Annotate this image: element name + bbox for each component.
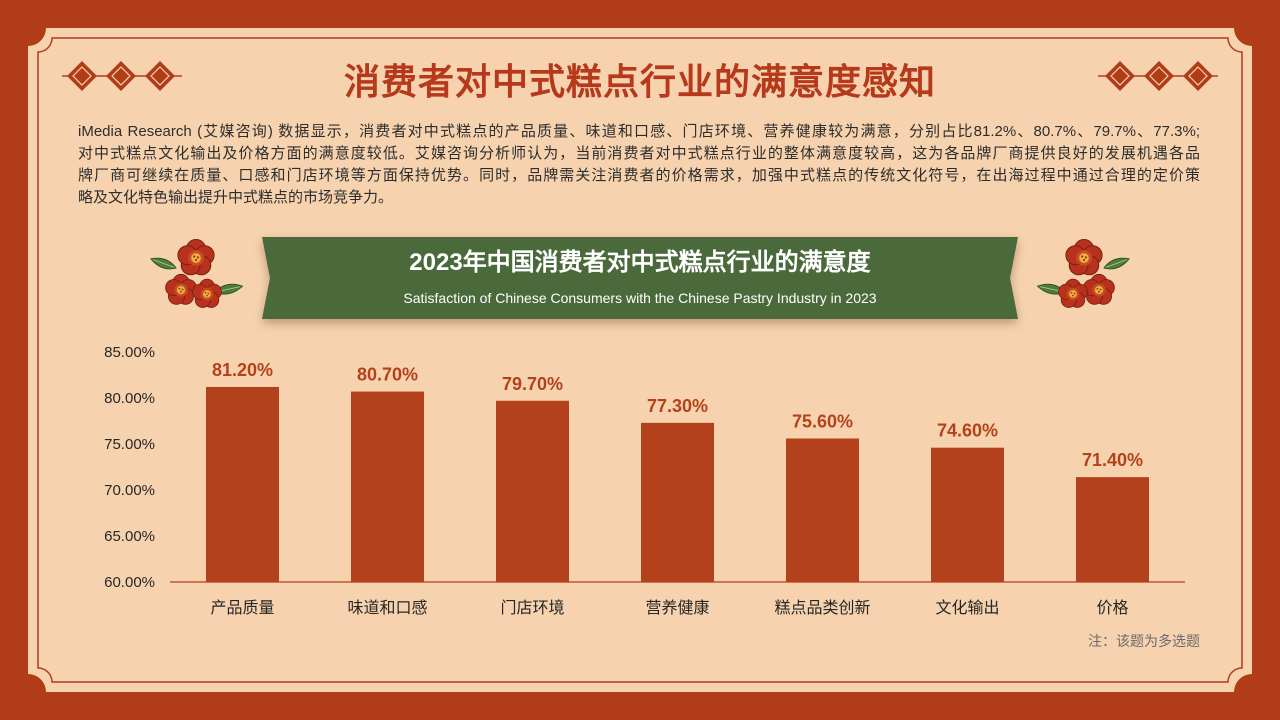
bar-value-label: 71.40%: [1082, 450, 1143, 470]
y-tick-label: 75.00%: [104, 436, 155, 453]
category-label: 营养健康: [645, 599, 709, 617]
page-title: 消费者对中式糕点行业的满意度感知: [343, 61, 936, 102]
description-line: 对中式糕点文化输出及价格方面的满意度较低。艾媒咨询分析师认为，当前消费者对中式糕…: [78, 145, 1200, 162]
bar-value-label: 74.60%: [937, 421, 998, 441]
bar: [206, 386, 279, 582]
banner-ribbon: [262, 237, 1018, 319]
category-label: 产品质量: [210, 599, 274, 617]
description-line: 牌厂商可继续在质量、口感和门店环境等方面保持优势。同时，品牌需关注消费者的价格需…: [78, 167, 1200, 184]
bar-value-label: 81.20%: [212, 360, 273, 380]
category-label: 门店环境: [500, 598, 564, 617]
bar: [1076, 477, 1149, 582]
bar-value-label: 80.70%: [357, 365, 418, 385]
y-tick-label: 80.00%: [104, 390, 155, 407]
category-label: 糕点品类创新: [774, 599, 870, 617]
diamond-ornament-left: [62, 61, 182, 91]
category-label: 文化输出: [935, 599, 999, 617]
y-tick-label: 65.00%: [104, 528, 155, 545]
y-tick-label: 60.00%: [104, 574, 155, 591]
y-tick-label: 70.00%: [104, 482, 155, 499]
chart-subtitle: Satisfaction of Chinese Consumers with t…: [403, 290, 877, 306]
diamond-ornament-right: [1098, 61, 1218, 91]
category-label: 味道和口感: [347, 599, 427, 617]
chart-title: 2023年中国消费者对中式糕点行业的满意度: [409, 249, 871, 276]
description-line: iMedia Research (艾媒咨询) 数据显示，消费者对中式糕点的产品质…: [78, 123, 1200, 140]
panel-inner-border: [37, 37, 1243, 683]
footnote: 注：该题为多选题: [1088, 633, 1200, 649]
description-paragraph: iMedia Research (艾媒咨询) 数据显示，消费者对中式糕点的产品质…: [78, 121, 1200, 209]
chart-title-banner: 2023年中国消费者对中式糕点行业的满意度 Satisfaction of Ch…: [262, 237, 1018, 319]
bar: [641, 422, 714, 582]
bar: [931, 447, 1004, 582]
bar-chart: 85.00% 80.00% 75.00% 70.00% 65.00% 60.00% 81.2…: [104, 344, 1185, 617]
bar-value-label: 77.30%: [647, 396, 708, 416]
bar-value-label: 79.70%: [502, 374, 563, 394]
bar: [351, 391, 424, 582]
bar: [496, 400, 569, 582]
bar-value-label: 75.60%: [792, 411, 853, 431]
bar: [786, 438, 859, 582]
category-label: 价格: [1096, 599, 1128, 617]
y-tick-label: 85.00%: [104, 344, 155, 361]
description-line: 略及文化特色输出提升中式糕点的市场竞争力。: [78, 189, 394, 206]
